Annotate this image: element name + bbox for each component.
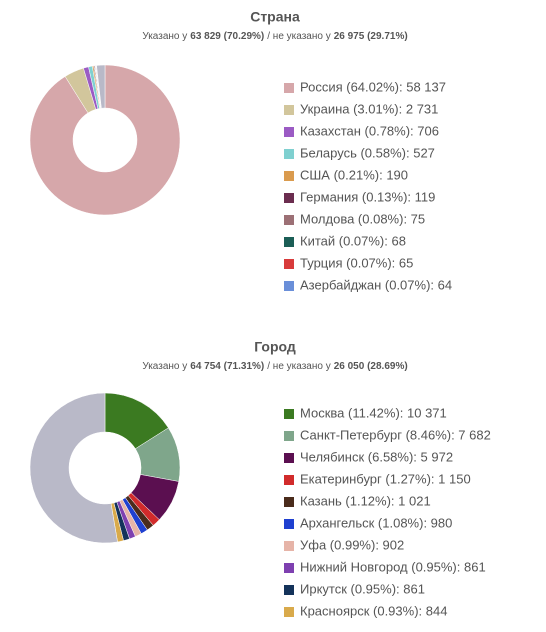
- chart-subtitle: Указано у 64 754 (71.31%) / не указано у 26…: [142, 361, 407, 372]
- subtitle-value: 26 975 (29.71%): [334, 31, 408, 42]
- chart-title: Город: [254, 339, 296, 355]
- chart-subtitle: Указано у 63 829 (70.29%) / не указано у 26…: [142, 31, 407, 42]
- legend-label: Азербайджан (0.07%): 64: [300, 277, 452, 292]
- legend-label: Казань (1.12%): 1 021: [300, 493, 431, 508]
- legend-swatch: [284, 83, 294, 93]
- legend-swatch: [284, 453, 294, 463]
- legend-swatch: [284, 475, 294, 485]
- legend-swatch: [284, 105, 294, 115]
- legend-label: Архангельск (1.08%): 980: [300, 515, 452, 530]
- legend-swatch: [284, 237, 294, 247]
- legend-swatch: [284, 171, 294, 181]
- legend-swatch: [284, 541, 294, 551]
- legend-label: Германия (0.13%): 119: [300, 189, 435, 204]
- legend-swatch: [284, 585, 294, 595]
- legend-label: Турция (0.07%): 65: [300, 255, 413, 270]
- legend-label: Китай (0.07%): 68: [300, 233, 406, 248]
- legend-label: Нижний Новгород (0.95%): 861: [300, 559, 486, 574]
- legend-swatch: [284, 563, 294, 573]
- legend-swatch: [284, 281, 294, 291]
- subtitle-text: / не указано у: [267, 361, 330, 372]
- subtitle-text: Указано у: [142, 31, 187, 42]
- subtitle-text: / не указано у: [267, 31, 330, 42]
- legend-label: Украина (3.01%): 2 731: [300, 101, 438, 116]
- legend-label: Челябинск (6.58%): 5 972: [300, 449, 453, 464]
- legend-swatch: [284, 127, 294, 137]
- subtitle-value: 26 050 (28.69%): [334, 361, 408, 372]
- legend-swatch: [284, 193, 294, 203]
- legend-swatch: [284, 149, 294, 159]
- subtitle-value: 64 754 (71.31%): [190, 361, 264, 372]
- legend-swatch: [284, 259, 294, 269]
- legend-label: Санкт-Петербург (8.46%): 7 682: [300, 427, 491, 442]
- legend-label: Екатеринбург (1.27%): 1 150: [300, 471, 471, 486]
- legend-swatch: [284, 519, 294, 529]
- legend-label: Красноярск (0.93%): 844: [300, 603, 447, 618]
- chart-title: Страна: [250, 9, 300, 25]
- donut-rest: [29, 392, 118, 544]
- legend-swatch: [284, 431, 294, 441]
- subtitle-text: Указано у: [142, 361, 187, 372]
- legend-label: Иркутск (0.95%): 861: [300, 581, 425, 596]
- legend-label: Казахстан (0.78%): 706: [300, 123, 439, 138]
- legend-swatch: [284, 215, 294, 225]
- legend-swatch: [284, 497, 294, 507]
- legend-label: Россия (64.02%): 58 137: [300, 79, 446, 94]
- legend-label: США (0.21%): 190: [300, 167, 408, 182]
- legend-label: Молдова (0.08%): 75: [300, 211, 425, 226]
- legend-swatch: [284, 607, 294, 617]
- legend-label: Уфа (0.99%): 902: [300, 537, 404, 552]
- legend-label: Беларусь (0.58%): 527: [300, 145, 435, 160]
- donut-rest: [96, 64, 106, 109]
- legend-label: Москва (11.42%): 10 371: [300, 405, 447, 420]
- subtitle-value: 63 829 (70.29%): [190, 31, 264, 42]
- legend-swatch: [284, 409, 294, 419]
